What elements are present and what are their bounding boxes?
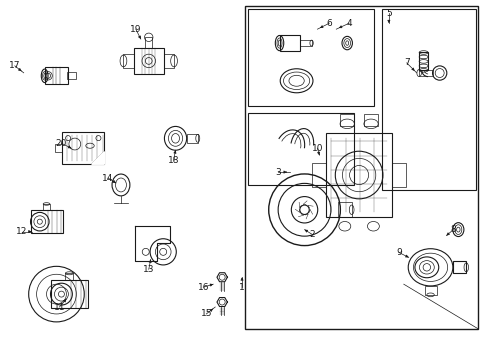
Text: 16: 16 bbox=[197, 283, 209, 292]
Text: 15: 15 bbox=[200, 310, 212, 319]
Bar bbox=[419, 53, 428, 70]
Bar bbox=[123, 54, 134, 68]
Text: 2: 2 bbox=[310, 230, 315, 239]
Bar bbox=[340, 114, 354, 126]
Bar bbox=[67, 72, 76, 79]
Bar bbox=[45, 67, 68, 84]
Text: 19: 19 bbox=[130, 25, 142, 34]
Bar bbox=[134, 48, 164, 73]
Text: 11: 11 bbox=[54, 302, 65, 311]
Bar bbox=[187, 134, 198, 143]
Bar bbox=[382, 9, 476, 190]
Text: 8: 8 bbox=[450, 225, 456, 234]
Bar bbox=[279, 35, 300, 51]
Text: 7: 7 bbox=[404, 58, 410, 67]
Text: 12: 12 bbox=[16, 227, 27, 236]
Bar bbox=[245, 6, 478, 329]
Text: 4: 4 bbox=[346, 19, 352, 28]
Bar bbox=[50, 280, 88, 308]
Bar bbox=[453, 261, 466, 273]
Text: 9: 9 bbox=[396, 248, 402, 257]
Bar bbox=[146, 37, 152, 48]
Text: 6: 6 bbox=[326, 19, 332, 28]
Bar bbox=[62, 132, 104, 164]
Bar bbox=[248, 9, 374, 105]
Bar bbox=[425, 286, 437, 295]
Bar bbox=[248, 113, 354, 185]
Bar bbox=[339, 202, 351, 217]
Bar bbox=[43, 204, 50, 210]
Bar bbox=[364, 114, 378, 126]
Bar bbox=[326, 133, 392, 217]
Bar bbox=[419, 70, 434, 76]
Text: 3: 3 bbox=[275, 167, 281, 176]
Bar bbox=[312, 163, 326, 187]
Text: 20: 20 bbox=[56, 139, 67, 148]
Bar bbox=[65, 273, 74, 280]
Text: 14: 14 bbox=[102, 174, 114, 183]
Text: 18: 18 bbox=[168, 156, 179, 165]
Text: 1: 1 bbox=[239, 283, 245, 292]
Bar bbox=[164, 54, 174, 68]
Bar bbox=[30, 210, 63, 234]
Text: 13: 13 bbox=[143, 265, 154, 274]
Bar bbox=[55, 144, 62, 153]
Text: 17: 17 bbox=[9, 62, 21, 71]
Bar bbox=[300, 40, 312, 46]
Bar bbox=[392, 163, 406, 187]
Text: 5: 5 bbox=[386, 9, 392, 18]
Text: 10: 10 bbox=[312, 144, 323, 153]
Polygon shape bbox=[92, 152, 104, 164]
